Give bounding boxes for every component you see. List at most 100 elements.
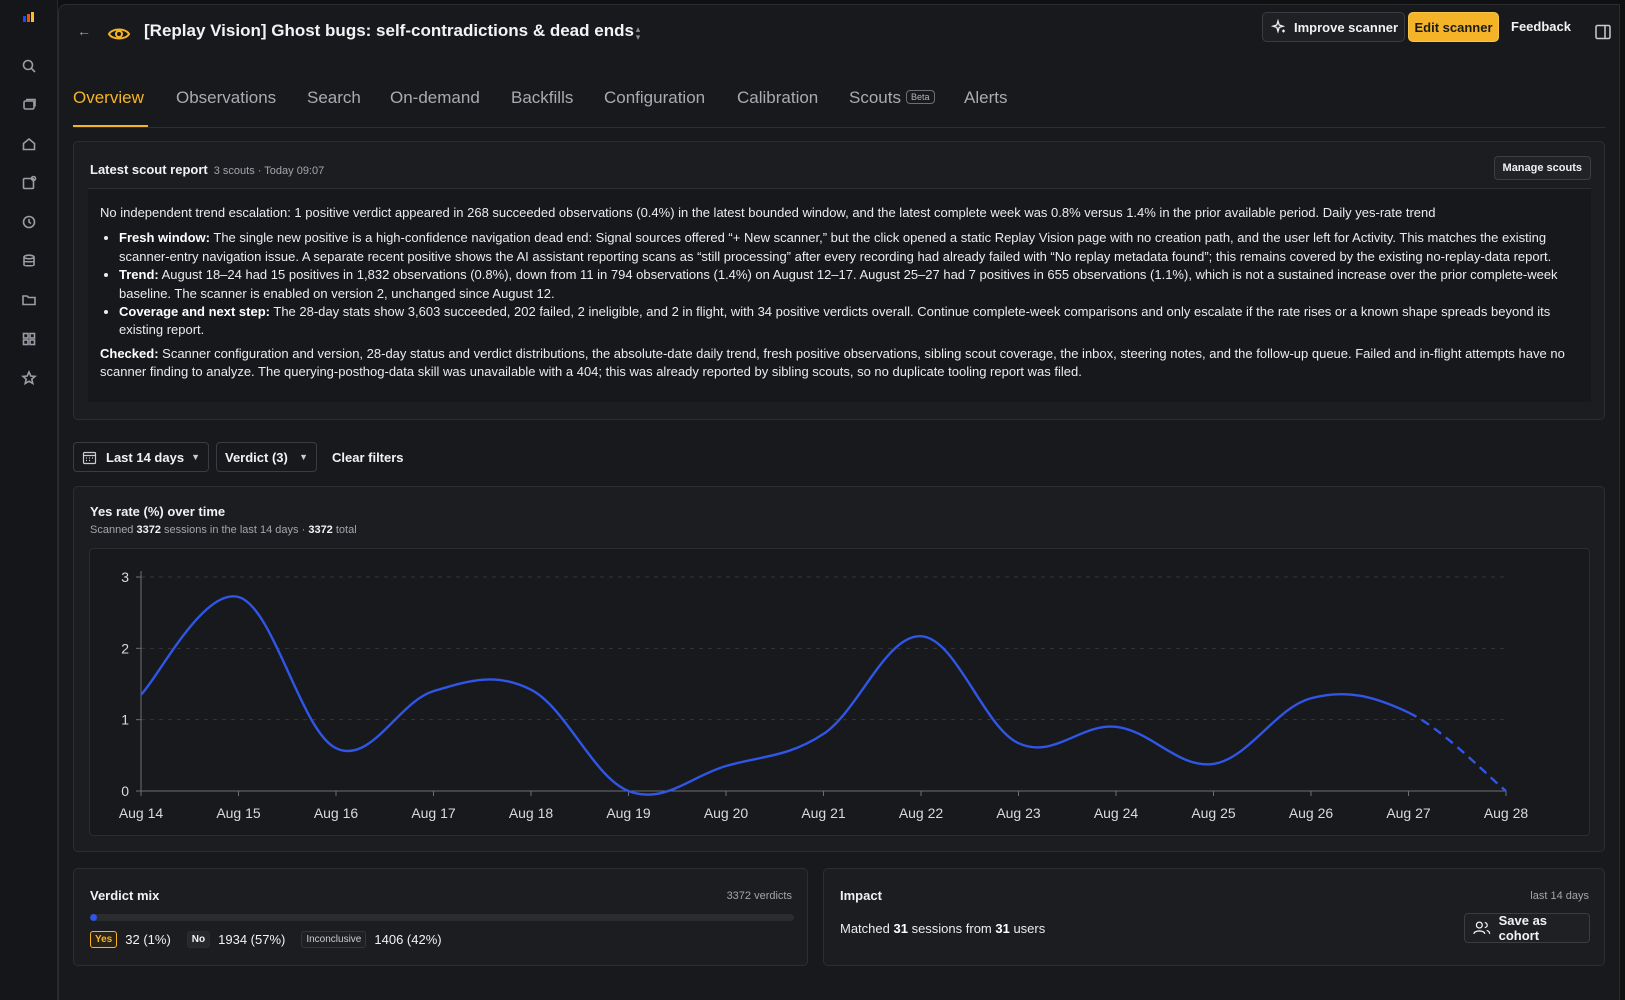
side-panel-icon[interactable] [1594, 23, 1612, 41]
date-range-filter[interactable]: Last 14 days ▼ [73, 442, 209, 472]
tab-bar: Overview Observations Search On-demand B… [73, 80, 1605, 128]
impact-middle: sessions from [907, 921, 996, 936]
verdict-chips: Yes 32 (1%) No 1934 (57%) Inconclusive 1… [90, 931, 458, 948]
bullet-label: Coverage and next step: [119, 304, 270, 320]
x-tick-label: Aug 28 [1484, 805, 1529, 821]
switch-scanner-icon[interactable]: ▴ ▾ [635, 24, 641, 42]
history-icon[interactable] [11, 204, 47, 240]
x-tick-label: Aug 27 [1386, 805, 1431, 821]
x-tick-label: Aug 24 [1094, 805, 1139, 821]
folder-icon[interactable] [11, 282, 47, 318]
x-tick-label: Aug 21 [801, 805, 846, 821]
tab-scouts-label: Scouts [849, 88, 901, 107]
apps-icon[interactable] [11, 321, 47, 357]
series-line-projected [1407, 711, 1507, 792]
scout-report-meta: 3 scouts · Today 09:07 [213, 165, 325, 177]
eye-icon [107, 28, 131, 40]
sparkle-icon [1271, 19, 1286, 34]
x-tick-label: Aug 15 [216, 805, 261, 821]
star-icon[interactable] [11, 360, 47, 396]
x-tick-label: Aug 14 [119, 805, 164, 821]
manage-scouts-button[interactable]: Manage scouts [1493, 156, 1591, 180]
no-value: 1934 (57%) [218, 932, 286, 947]
app-logo[interactable] [22, 12, 35, 22]
inbox-icon[interactable] [11, 165, 47, 201]
scout-report-title: Latest scout report [90, 162, 208, 177]
total-count: 3372 [308, 524, 333, 536]
scout-report-card: Latest scout report 3 scouts · Today 09:0… [73, 141, 1605, 420]
inconclusive-chip[interactable]: Inconclusive [301, 931, 367, 948]
report-bullet: Coverage and next step: The 28-day stats… [119, 303, 1579, 340]
bullet-text: The single new positive is a high-confid… [119, 230, 1552, 264]
chevron-down-icon: ▼ [191, 452, 200, 462]
improve-scanner-button[interactable]: Improve scanner [1262, 12, 1405, 42]
x-tick-label: Aug 25 [1191, 805, 1236, 821]
database-icon[interactable] [11, 243, 47, 279]
verdict-mix-bar [90, 914, 794, 921]
active-tab-indicator [73, 125, 148, 127]
checked-text: Scanner configuration and version, 28-da… [100, 345, 1565, 380]
tab-scouts[interactable]: Scouts Beta [849, 88, 935, 108]
x-tick-label: Aug 18 [509, 805, 554, 821]
scout-report-header: Latest scout report 3 scouts · Today 09:0… [90, 162, 324, 177]
back-arrow-icon[interactable]: ← [77, 23, 91, 39]
chart-area: 0 1 2 3 Aug 14 Aug 15 Aug 16 Aug 17 Aug 18 Aug 19… [89, 548, 1590, 836]
impact-title: Impact [840, 888, 882, 903]
yes-rate-chart-card: Yes rate (%) over time Scanned 3372 sess… [73, 486, 1605, 852]
save-as-cohort-button[interactable]: Save as cohort [1464, 913, 1590, 943]
inconclusive-value: 1406 (42%) [374, 932, 442, 947]
main-panel: ← [Replay Vision] Ghost bugs: self-contr… [58, 4, 1620, 1000]
no-chip[interactable]: No [186, 931, 211, 948]
x-tick-label: Aug 19 [606, 805, 651, 821]
chart-subtitle: Scanned 3372 sessions in the last 14 day… [90, 524, 357, 536]
edit-scanner-button[interactable]: Edit scanner [1408, 12, 1499, 42]
tab-calibration[interactable]: Calibration [737, 88, 819, 107]
page-title: [Replay Vision] Ghost bugs: self-contrad… [144, 21, 634, 40]
impact-range: last 14 days [1530, 890, 1589, 902]
impact-suffix: users [1009, 921, 1046, 936]
tab-alerts[interactable]: Alerts [964, 88, 1008, 107]
report-checked: Checked: Scanner configuration and versi… [100, 345, 1579, 382]
tab-backfills[interactable]: Backfills [511, 88, 574, 107]
save-as-cohort-label: Save as cohort [1498, 913, 1548, 943]
tab-observations[interactable]: Observations [176, 88, 277, 107]
x-tick-label: Aug 26 [1289, 805, 1334, 821]
x-tick-label: Aug 16 [314, 805, 359, 821]
tab-overview[interactable]: Overview [73, 88, 144, 107]
chevron-down-icon: ▼ [299, 452, 308, 462]
tab-on-demand[interactable]: On-demand [390, 88, 480, 107]
x-tick-label: Aug 22 [899, 805, 944, 821]
tab-configuration[interactable]: Configuration [604, 88, 706, 107]
date-range-label: Last 14 days [106, 449, 185, 465]
calendar-icon [82, 451, 97, 464]
report-bullet: Fresh window: The single new positive is… [119, 229, 1579, 266]
scanned-count: 3372 [136, 524, 161, 536]
verdict-filter-label: Verdict (3) [225, 449, 288, 465]
users-icon [1473, 921, 1491, 935]
chat-icon[interactable] [11, 87, 47, 123]
x-tick-label: Aug 20 [704, 805, 749, 821]
verdict-mix-card: Verdict mix 3372 verdicts Yes 32 (1%) No… [73, 868, 808, 966]
line-chart[interactable]: 0 1 2 3 Aug 14 Aug 15 Aug 16 Aug 17 Aug 18 Aug 19… [90, 549, 1591, 837]
x-tick-label: Aug 17 [411, 805, 456, 821]
report-bullets: Fresh window: The single new positive is… [100, 229, 1579, 339]
checked-label: Checked: [100, 345, 159, 361]
tab-search[interactable]: Search [307, 88, 361, 107]
bullet-text: August 18–24 had 15 positives in 1,832 o… [119, 267, 1558, 301]
chart-sub-middle: sessions in the last 14 days · [160, 524, 309, 536]
bullet-label: Trend: [119, 267, 159, 283]
bullet-label: Fresh window: [119, 230, 210, 246]
beta-badge: Beta [905, 90, 935, 104]
yes-chip[interactable]: Yes [90, 931, 118, 948]
feedback-button[interactable]: Feedback [1511, 19, 1571, 34]
report-bullet: Trend: August 18–24 had 15 positives in … [119, 266, 1579, 303]
verdict-filter[interactable]: Verdict (3) ▼ [216, 442, 317, 472]
verdict-mix-title: Verdict mix [90, 888, 160, 903]
chart-sub-suffix: total [332, 524, 357, 536]
clear-filters-button[interactable]: Clear filters [332, 450, 404, 465]
y-tick-label: 3 [121, 569, 129, 585]
scout-report-body: No independent trend escalation: 1 posit… [88, 188, 1591, 402]
home-icon[interactable] [11, 126, 47, 162]
search-icon[interactable] [11, 48, 47, 84]
y-tick-label: 2 [121, 640, 129, 656]
